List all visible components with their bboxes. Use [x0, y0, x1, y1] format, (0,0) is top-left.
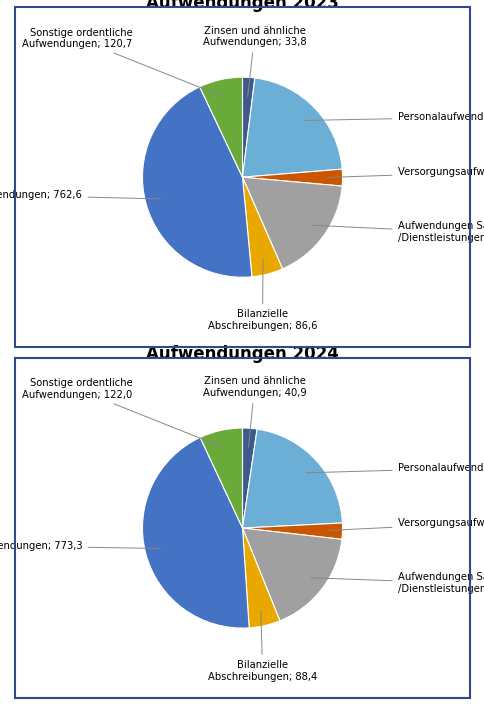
Wedge shape [242, 77, 254, 178]
Text: Sonstige ordentliche
Aufwendungen; 122,0: Sonstige ordentliche Aufwendungen; 122,0 [22, 379, 222, 447]
Wedge shape [200, 428, 242, 528]
Wedge shape [242, 169, 342, 186]
Wedge shape [142, 437, 249, 628]
Text: Bilanzielle
Abschreibungen; 86,6: Bilanzielle Abschreibungen; 86,6 [207, 259, 317, 331]
Text: Personalaufwendungen; 383,3: Personalaufwendungen; 383,3 [305, 463, 484, 473]
Text: Zinsen und ähnliche
Aufwendungen; 40,9: Zinsen und ähnliche Aufwendungen; 40,9 [202, 377, 306, 448]
Wedge shape [242, 178, 341, 269]
Text: Aufwendungen Sach-
/Dienstleistungen; 299,8: Aufwendungen Sach- /Dienstleistungen; 29… [310, 572, 484, 594]
Text: Aufwendungen Sach-
/Dienstleistungen; 292,0: Aufwendungen Sach- /Dienstleistungen; 29… [311, 221, 484, 243]
Text: Zinsen und ähnliche
Aufwendungen; 33,8: Zinsen und ähnliche Aufwendungen; 33,8 [202, 26, 306, 97]
Text: Aufwendungen 2024: Aufwendungen 2024 [146, 345, 338, 363]
Text: Versorgungsaufwendungen; 46,3: Versorgungsaufwendungen; 46,3 [327, 168, 484, 178]
Wedge shape [142, 87, 252, 277]
Wedge shape [242, 428, 257, 528]
Text: Personalaufwendungen; 372,9: Personalaufwendungen; 372,9 [304, 112, 484, 122]
Wedge shape [242, 523, 342, 539]
Text: Bilanzielle
Abschreibungen; 88,4: Bilanzielle Abschreibungen; 88,4 [208, 611, 317, 682]
Wedge shape [242, 429, 342, 528]
Text: Transferaufwendungen; 762,6: Transferaufwendungen; 762,6 [0, 190, 160, 200]
Wedge shape [242, 528, 341, 621]
Wedge shape [242, 178, 282, 277]
Wedge shape [199, 77, 242, 178]
Wedge shape [242, 528, 279, 628]
Text: Sonstige ordentliche
Aufwendungen; 120,7: Sonstige ordentliche Aufwendungen; 120,7 [22, 28, 222, 96]
Text: Versorgungsaufwendungen; 45,7: Versorgungsaufwendungen; 45,7 [327, 518, 484, 531]
Wedge shape [242, 78, 342, 178]
Text: Transferaufwendungen; 773,3: Transferaufwendungen; 773,3 [0, 541, 160, 551]
Text: Aufwendungen 2023: Aufwendungen 2023 [146, 0, 338, 12]
